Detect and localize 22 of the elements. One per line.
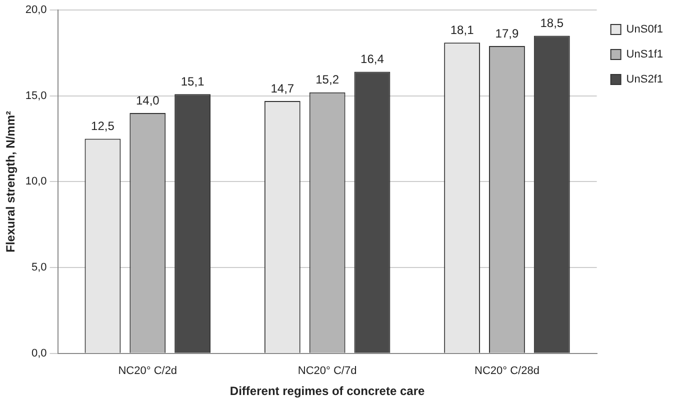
y-axis-title: Flexural strength, N/mm²	[4, 111, 18, 252]
x-tick-label: NC20° C/7d	[298, 365, 357, 378]
x-tick-label: NC20° C/28d	[474, 365, 540, 378]
data-label: 15,1	[180, 74, 205, 88]
y-tick-label: 10,0	[25, 176, 47, 188]
y-tick-label: 0,0	[32, 347, 47, 360]
x-tick-label: NC20° C/2d	[118, 365, 178, 378]
data-label: 15,2	[316, 72, 340, 87]
legend-label: UnS0f1	[626, 24, 664, 36]
data-label: 16,4	[360, 52, 384, 66]
data-label: 18,1	[450, 22, 474, 37]
legend-label: UnS2f1	[626, 74, 664, 86]
y-tick-label: 5,0	[32, 262, 47, 274]
x-axis-title: Different regimes of concrete care	[230, 384, 425, 398]
y-tick-label: 20,0	[25, 4, 47, 16]
data-label: 18,5	[540, 16, 564, 30]
y-tick-label: 15,0	[25, 90, 47, 102]
data-label: 12,5	[91, 119, 115, 134]
data-label: 17,9	[495, 26, 519, 40]
legend-label: UnS1f1	[626, 48, 664, 61]
data-label: 14,0	[136, 93, 160, 108]
data-label: 14,7	[270, 81, 294, 96]
